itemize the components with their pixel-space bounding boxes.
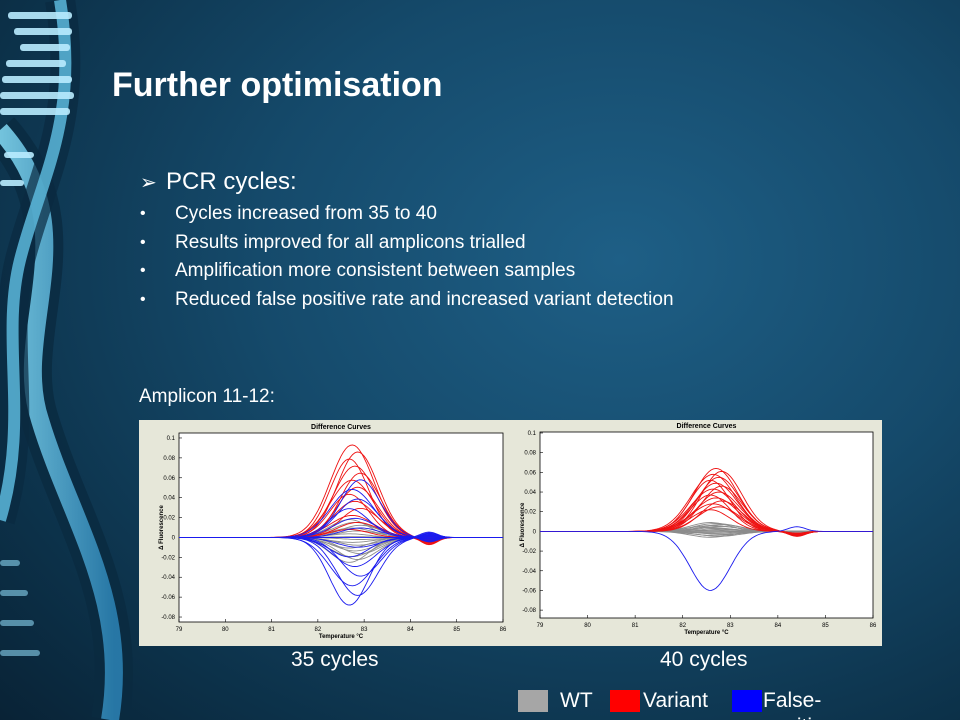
y-tick-label: 0.02 [524, 510, 536, 516]
y-tick-label: -0.08 [522, 608, 536, 614]
bullet-text: Amplification more consistent between sa… [175, 260, 575, 281]
y-axis-label: Δ Fluorescence [159, 505, 165, 550]
bullet-item: • Amplification more consistent between s… [140, 257, 674, 286]
bullet-list: • Cycles increased from 35 to 40 • Results… [140, 200, 674, 314]
caption-35-cycles: 35 cycles [291, 648, 379, 672]
y-tick-label: -0.06 [161, 595, 175, 601]
legend-label-wt: WT [560, 688, 593, 714]
legend-swatch-variant [610, 690, 640, 712]
bullet-dot-icon: • [140, 286, 146, 314]
chart-35-cycles: Difference Curves 0.1 0.08 0.06 0.04 0.02 0 -0.… [139, 420, 509, 646]
y-tick-label: 0.1 [167, 436, 176, 442]
y-tick-label: 0.04 [163, 496, 175, 502]
x-axis-label: Temperature °C [684, 630, 729, 636]
y-tick-label: -0.06 [522, 588, 536, 594]
bullet-item: • Results improved for all amplicons tria… [140, 229, 674, 258]
y-tick-label: 0 [172, 535, 176, 541]
y-tick-label: 0.04 [524, 490, 536, 496]
chart-figure: Difference Curves 0.1 0.08 0.06 0.04 0.02 0 -0.… [139, 420, 882, 646]
figure-label: Amplicon 11-12: [139, 386, 275, 408]
legend-label-false-positive: False-positive [763, 688, 834, 720]
y-tick-label: 0 [533, 529, 537, 535]
plot-area [179, 433, 503, 622]
x-tick-label: 83 [361, 627, 368, 633]
x-tick-label: 85 [822, 623, 829, 629]
bullet-item: • Reduced false positive rate and increas… [140, 286, 674, 315]
y-tick-label: 0.06 [163, 476, 175, 482]
x-tick-label: 82 [679, 623, 686, 629]
y-tick-label: -0.02 [522, 549, 536, 555]
y-tick-label: 0.1 [528, 431, 537, 437]
x-tick-label: 85 [453, 627, 460, 633]
bullet-item: • Cycles increased from 35 to 40 [140, 200, 674, 229]
y-tick-label: 0.08 [163, 456, 175, 462]
plot-area [540, 432, 873, 618]
bullet-dot-icon: • [140, 229, 146, 257]
x-tick-label: 83 [727, 623, 734, 629]
y-tick-label: -0.04 [161, 575, 175, 581]
y-tick-label: 0.06 [524, 470, 536, 476]
y-axis-label: Δ Fluorescence [520, 502, 526, 547]
x-tick-label: 79 [537, 623, 544, 629]
bullet-dot-icon: • [140, 257, 146, 285]
legend-swatch-false-positive [732, 690, 762, 712]
chart-40-cycles: Difference Curves 0.1 0.08 0.06 0.04 0.02 0 -0.… [510, 420, 882, 646]
x-tick-label: 86 [870, 623, 877, 629]
legend-label-variant: Variant [643, 688, 708, 714]
y-tick-label: -0.08 [161, 615, 175, 621]
arrow-bullet-icon: ➢ [140, 170, 166, 195]
bullet-text: Cycles increased from 35 to 40 [175, 203, 437, 224]
x-tick-label: 80 [584, 623, 591, 629]
slide-title: Further optimisation [112, 66, 443, 105]
x-tick-label: 80 [222, 627, 229, 633]
y-tick-label: 0.02 [163, 516, 175, 522]
x-tick-label: 86 [500, 627, 507, 633]
x-tick-label: 81 [268, 627, 275, 633]
chart-title: Difference Curves [311, 424, 371, 431]
legend-swatch-wt [518, 690, 548, 712]
y-tick-label: -0.02 [161, 555, 175, 561]
bullet-text: Reduced false positive rate and increase… [175, 289, 674, 310]
section-heading: ➢ PCR cycles: [140, 168, 297, 196]
bullet-dot-icon: • [140, 200, 146, 228]
section-heading-text: PCR cycles: [166, 168, 297, 195]
x-tick-label: 81 [632, 623, 639, 629]
x-tick-label: 84 [775, 623, 782, 629]
x-tick-label: 84 [407, 627, 414, 633]
y-tick-label: 0.08 [524, 451, 536, 457]
x-tick-label: 82 [315, 627, 322, 633]
x-tick-label: 79 [176, 627, 183, 633]
y-tick-label: -0.04 [522, 569, 536, 575]
chart-title: Difference Curves [677, 423, 737, 430]
bullet-text: Results improved for all amplicons trial… [175, 232, 526, 253]
x-axis-label: Temperature °C [319, 634, 364, 640]
caption-40-cycles: 40 cycles [660, 648, 748, 672]
